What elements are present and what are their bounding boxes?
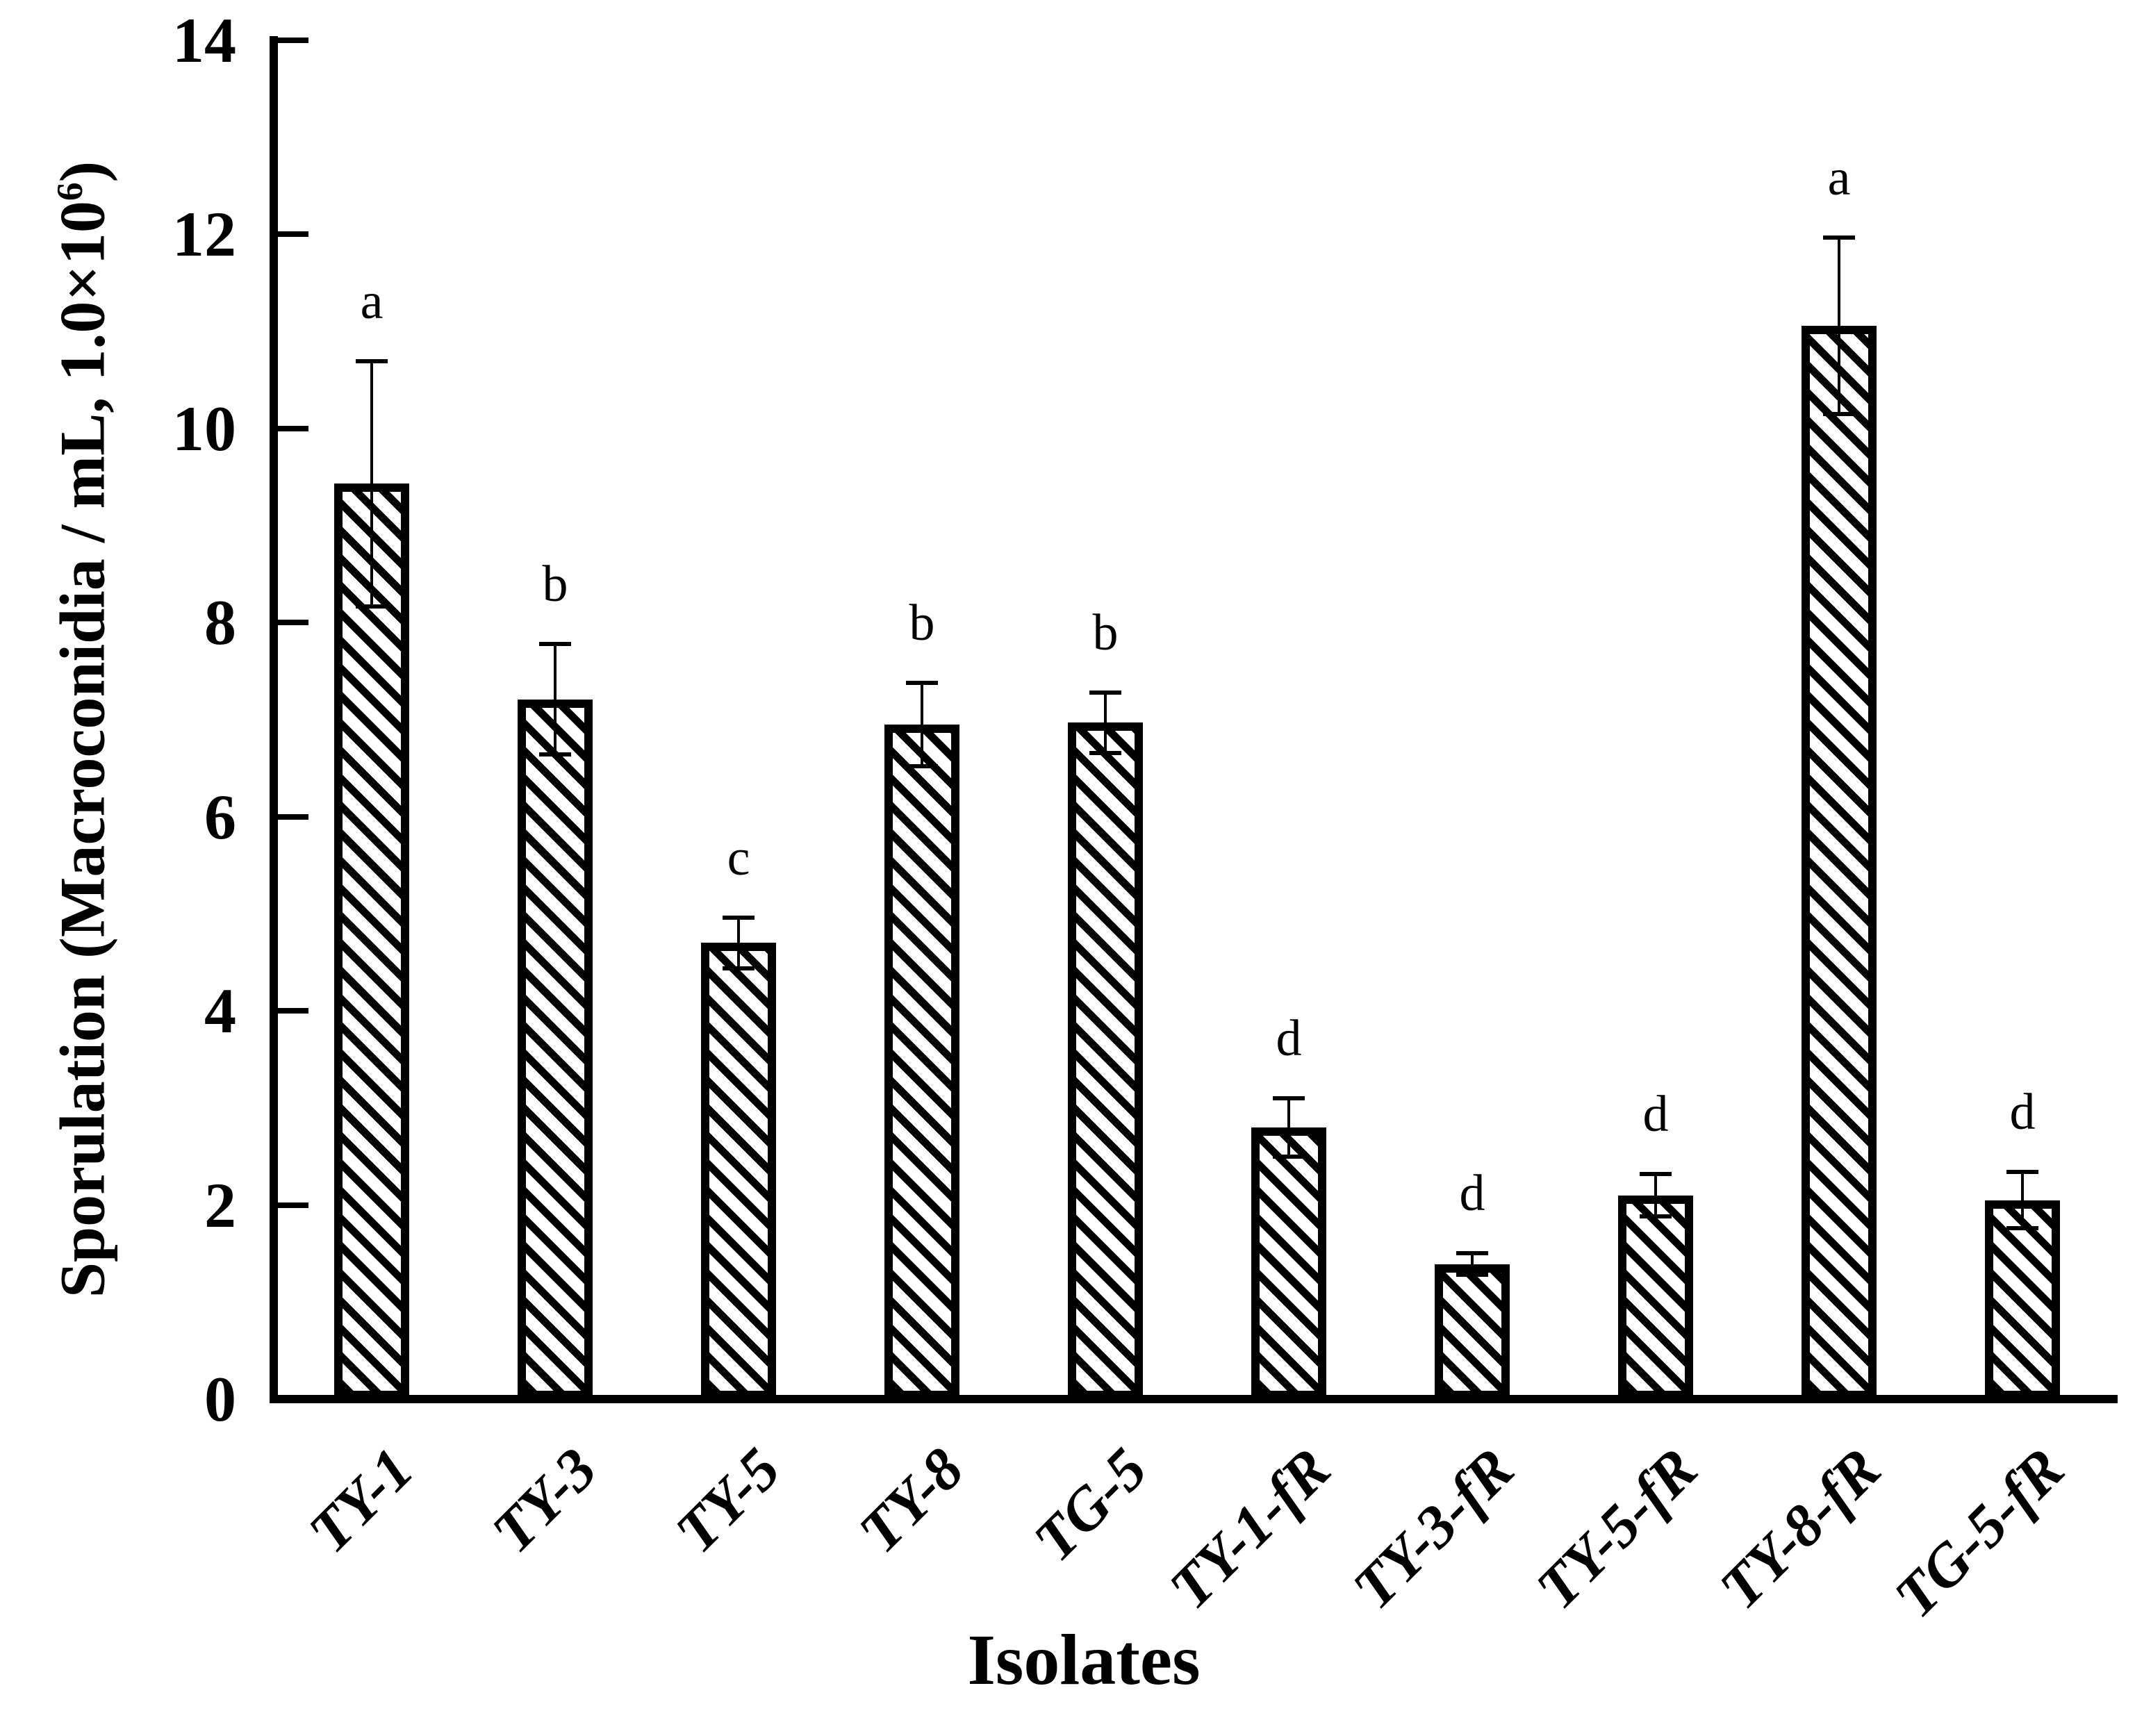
error-bar-cap-top-TY-1-fR — [1273, 1096, 1305, 1100]
bar-TY-8[interactable] — [884, 724, 959, 1399]
error-bar-cap-bottom-TY-3 — [539, 752, 571, 757]
error-bar-cap-bottom-TG-5 — [1089, 750, 1121, 755]
error-bar-cap-top-TY-8-fR — [1823, 235, 1855, 240]
y-tick-label-14: 14 — [172, 5, 236, 76]
sig-letter-TG-5-fR: d — [2009, 1084, 2036, 1141]
error-bar-cap-bottom-TG-5-fR — [2006, 1226, 2038, 1231]
error-bar-line-TY-1-fR — [1287, 1098, 1290, 1157]
error-bar-cap-bottom-TY-1-fR — [1273, 1154, 1305, 1159]
error-bar-line-TY-5 — [737, 918, 740, 968]
bar-TY-5-fR[interactable] — [1618, 1195, 1693, 1399]
bar-TY-3-fR[interactable] — [1435, 1264, 1510, 1399]
error-bar-cap-top-TY-8 — [906, 680, 938, 685]
error-bar-line-TY-8-fR — [1838, 237, 1840, 414]
error-bar-cap-bottom-TY-3-fR — [1456, 1273, 1488, 1278]
error-bar-cap-top-TY-3 — [539, 642, 571, 647]
y-tick-mark-10 — [278, 425, 308, 431]
error-bar-cap-top-TG-5-fR — [2006, 1170, 2038, 1175]
error-bar-cap-bottom-TY-5 — [723, 966, 755, 970]
error-bar-line-TY-8 — [921, 682, 923, 767]
y-tick-label-2: 2 — [204, 1169, 236, 1241]
sig-letter-TY-8: b — [909, 594, 935, 652]
y-tick-label-12: 12 — [172, 199, 236, 270]
y-tick-mark-14 — [278, 38, 308, 43]
bar-TY-5[interactable] — [701, 943, 776, 1399]
y-tick-label-8: 8 — [204, 587, 236, 659]
y-axis-title-text: Sporulation (Macroconidia / mL, 1.0×10 — [47, 201, 118, 1298]
error-bar-cap-bottom-TY-8-fR — [1823, 411, 1855, 416]
sig-letter-TY-8-fR: a — [1827, 149, 1851, 206]
error-bar-cap-top-TY-1 — [356, 359, 388, 364]
error-bar-cap-bottom-TY-1 — [356, 604, 388, 609]
y-axis-title-superscript: 6 — [49, 182, 90, 201]
sig-letter-TY-3: b — [542, 556, 568, 613]
error-bar-line-TY-1 — [370, 361, 373, 606]
bar-TY-1[interactable] — [334, 483, 409, 1399]
error-bar-line-TY-3 — [554, 644, 557, 755]
bar-TY-1-fR[interactable] — [1251, 1127, 1326, 1399]
error-bar-line-TG-5-fR — [2021, 1172, 2024, 1229]
y-tick-label-4: 4 — [204, 975, 236, 1047]
y-tick-mark-2 — [278, 1202, 308, 1208]
error-bar-cap-top-TY-5 — [723, 916, 755, 920]
y-tick-label-6: 6 — [204, 781, 236, 852]
y-tick-mark-0 — [278, 1396, 308, 1402]
bar-TY-8-fR[interactable] — [1802, 325, 1877, 1399]
error-bar-cap-bottom-TY-5-fR — [1640, 1214, 1672, 1219]
sig-letter-TY-1: a — [360, 273, 384, 331]
sig-letter-TY-3-fR: d — [1459, 1165, 1485, 1223]
sig-letter-TY-5-fR: d — [1642, 1085, 1669, 1143]
error-bar-cap-top-TG-5 — [1089, 690, 1121, 695]
x-axis-title: Isolates — [967, 1620, 1201, 1700]
error-bar-cap-top-TY-5-fR — [1640, 1171, 1672, 1176]
y-tick-label-0: 0 — [204, 1364, 236, 1435]
y-axis-title-close-paren: ) — [47, 160, 118, 183]
sig-letter-TG-5: b — [1092, 604, 1119, 661]
bar-TG-5-fR[interactable] — [1985, 1200, 2060, 1399]
y-tick-mark-4 — [278, 1008, 308, 1014]
error-bar-cap-top-TY-3-fR — [1456, 1251, 1488, 1256]
bar-TY-3[interactable] — [518, 699, 593, 1399]
y-axis-title: Sporulation (Macroconidia / mL, 1.0×106) — [24, 49, 118, 1410]
y-axis-line — [270, 36, 278, 1403]
error-bar-cap-bottom-TY-8 — [906, 764, 938, 769]
sig-letter-TY-5: c — [727, 829, 750, 887]
bar-TG-5[interactable] — [1068, 722, 1143, 1399]
y-tick-mark-12 — [278, 231, 308, 238]
y-tick-label-10: 10 — [172, 392, 236, 464]
y-tick-mark-6 — [278, 813, 308, 820]
error-bar-line-TY-5-fR — [1654, 1173, 1657, 1217]
error-bar-line-TG-5 — [1104, 692, 1107, 753]
error-bar-line-TY-3-fR — [1471, 1253, 1474, 1275]
y-tick-mark-8 — [278, 620, 308, 626]
sig-letter-TY-1-fR: d — [1276, 1009, 1302, 1067]
